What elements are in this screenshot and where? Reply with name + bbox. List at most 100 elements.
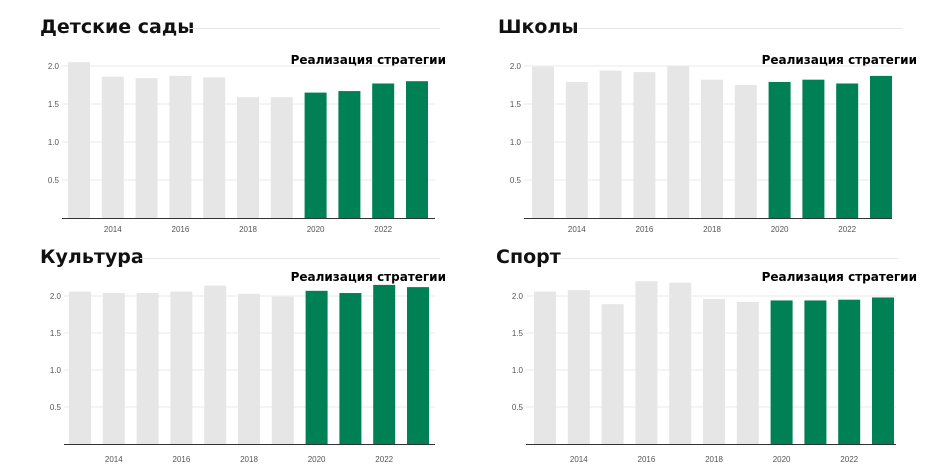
title-divider — [560, 258, 898, 259]
bar-2018 — [238, 293, 260, 444]
chart-panel-culture: Культура Реализация стратегии 0.5 1.0 1.5 2… — [40, 246, 446, 472]
bar-2020 — [768, 81, 791, 219]
bar-2021 — [804, 300, 827, 444]
chart-panel-sport: Спорт Реализация стратегии 0.5 1.0 1.5 2.0 2… — [496, 246, 917, 472]
strategy-label: Реализация стратегии — [761, 53, 917, 67]
bar-2016 — [633, 72, 656, 218]
x-tick-label: 2020 — [308, 455, 326, 464]
x-tick-label: 2018 — [239, 225, 257, 234]
chart-panel-kindergartens: Детские сады Реализация стратегии 0.5 1.0… — [40, 16, 446, 246]
x-tick-label: 2022 — [375, 455, 393, 464]
y-tick-label: 1.0 — [50, 366, 62, 375]
bar-2021 — [802, 79, 825, 219]
x-tick-label: 2022 — [840, 455, 858, 464]
x-tick-label: 2020 — [771, 225, 789, 234]
strategy-label: Реализация стратегии — [761, 270, 917, 284]
bar-2017 — [203, 77, 226, 219]
x-tick-label: 2022 — [374, 225, 392, 234]
y-tick-label: 1.0 — [510, 138, 522, 147]
x-tick-label: 2018 — [240, 455, 258, 464]
x-tick-label: 2016 — [636, 225, 654, 234]
y-tick-label: 1.5 — [512, 329, 524, 338]
bar-2019 — [271, 296, 294, 444]
y-tick-label: 2.0 — [510, 62, 522, 71]
bar-2021 — [338, 91, 361, 218]
x-tick-label: 2016 — [173, 455, 191, 464]
bar-2020 — [770, 300, 793, 444]
bar-2014 — [565, 81, 588, 219]
bar-chart: 0.5 1.0 1.5 2.0 2014 2016 2018 2020 2022 — [510, 62, 892, 234]
bar-2023 — [407, 287, 429, 444]
bar-2013 — [534, 291, 556, 444]
strategy-label: Реализация стратегии — [290, 53, 446, 67]
bar-2018 — [237, 97, 259, 218]
chart-title: Детские сады — [40, 16, 195, 38]
x-tick-label: 2014 — [104, 225, 122, 234]
bar-2020 — [305, 290, 328, 444]
bar-2015 — [135, 78, 158, 218]
bar-2017 — [204, 285, 227, 444]
x-tick-label: 2016 — [172, 225, 190, 234]
strategy-label: Реализация стратегии — [290, 270, 446, 284]
bar-2022 — [838, 299, 861, 444]
x-tick-label: 2018 — [703, 225, 721, 234]
y-tick-label: 1.5 — [510, 100, 522, 109]
x-tick-label: 2014 — [568, 225, 586, 234]
y-tick-label: 1.0 — [512, 366, 524, 375]
bar-2014 — [101, 76, 124, 218]
y-tick-label: 1.5 — [50, 329, 62, 338]
x-tick-label: 2016 — [638, 455, 656, 464]
bar-2015 — [599, 70, 622, 218]
bar-2013 — [68, 62, 90, 219]
bar-2016 — [169, 75, 192, 218]
title-divider — [578, 28, 902, 29]
title-divider — [140, 258, 440, 259]
bar-2022 — [372, 83, 395, 218]
y-tick-label: 2.0 — [50, 292, 62, 301]
bar-2017 — [667, 66, 690, 218]
y-tick-label: 2.0 — [512, 292, 524, 301]
y-tick-label: 1.0 — [48, 138, 60, 147]
bar-2019 — [734, 85, 757, 218]
bar-2016 — [170, 291, 193, 444]
y-tick-label: 0.5 — [512, 403, 524, 412]
bar-chart: 0.5 1.0 1.5 2.0 2014 2016 2018 2020 2022 — [48, 62, 435, 234]
bar-2022 — [836, 83, 859, 218]
x-tick-label: 2014 — [570, 455, 588, 464]
chart-panel-schools: Школы Реализация стратегии 0.5 1.0 1.5 2.0 2… — [498, 16, 917, 246]
bar-2021 — [339, 293, 362, 444]
bar-chart: 0.5 1.0 1.5 2.0 2014 2016 2018 2020 2022 — [50, 284, 435, 464]
bar-2014 — [567, 290, 590, 444]
bar-2016 — [635, 281, 658, 444]
bar-2017 — [669, 282, 692, 444]
bar-2018 — [701, 79, 723, 219]
bar-2023 — [872, 297, 894, 444]
bar-2018 — [703, 298, 725, 444]
x-tick-label: 2018 — [705, 455, 723, 464]
x-tick-label: 2020 — [773, 455, 791, 464]
bar-2014 — [102, 293, 125, 444]
bar-2023 — [870, 75, 892, 218]
chart-title: Спорт — [496, 246, 561, 268]
y-tick-label: 1.5 — [48, 100, 60, 109]
x-tick-label: 2020 — [307, 225, 325, 234]
bar-2015 — [136, 293, 159, 444]
title-divider — [188, 28, 440, 29]
bar-2019 — [736, 301, 759, 444]
y-tick-label: 0.5 — [510, 176, 522, 185]
bar-2019 — [270, 97, 293, 218]
bar-2020 — [304, 92, 327, 218]
x-tick-label: 2022 — [838, 225, 856, 234]
x-tick-label: 2014 — [105, 455, 123, 464]
bar-2013 — [532, 66, 554, 218]
chart-title: Школы — [498, 16, 579, 38]
y-tick-label: 2.0 — [48, 62, 60, 71]
bar-2023 — [406, 81, 428, 218]
bar-chart: 0.5 1.0 1.5 2.0 2014 2016 2018 2020 2022 — [512, 281, 896, 464]
chart-title: Культура — [40, 246, 144, 268]
bar-2015 — [601, 304, 624, 444]
bar-2022 — [373, 284, 396, 444]
bar-2013 — [69, 291, 91, 444]
y-tick-label: 0.5 — [48, 176, 60, 185]
y-tick-label: 0.5 — [50, 403, 62, 412]
